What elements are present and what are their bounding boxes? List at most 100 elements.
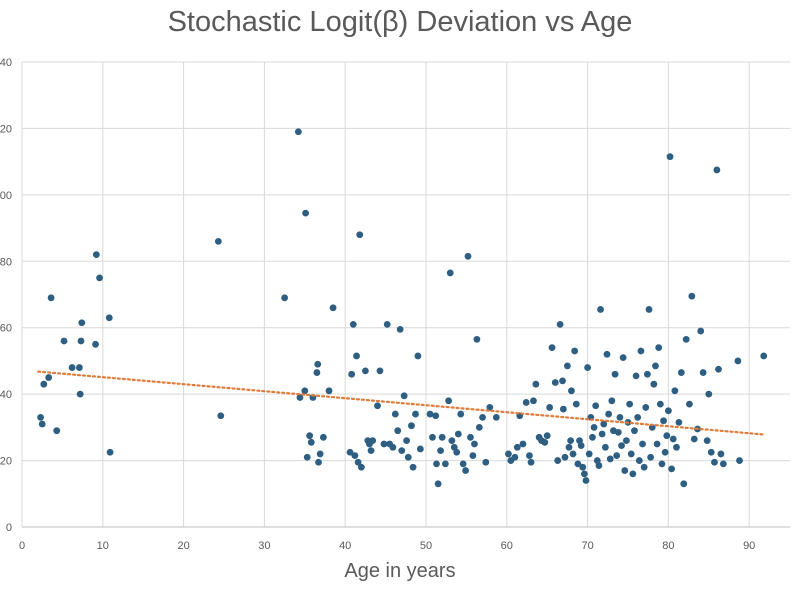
- data-point: [301, 387, 309, 395]
- data-point: [675, 418, 683, 426]
- data-point: [367, 447, 375, 455]
- data-point: [711, 458, 718, 466]
- x-axis-label: Age in years: [344, 560, 456, 582]
- data-point: [622, 437, 630, 445]
- data-point: [556, 320, 564, 328]
- data-point: [579, 463, 587, 471]
- y-tick-label: 60: [0, 323, 12, 335]
- data-point: [96, 274, 103, 282]
- data-point: [357, 463, 365, 471]
- data-point: [348, 370, 356, 378]
- data-point: [105, 314, 113, 322]
- data-point: [92, 251, 100, 259]
- data-point: [541, 438, 549, 446]
- data-point: [306, 432, 314, 440]
- x-tick-label: 90: [743, 540, 755, 552]
- x-tick-label: 40: [339, 540, 351, 552]
- data-point: [673, 443, 680, 451]
- data-point: [559, 377, 566, 385]
- data-point: [441, 460, 449, 468]
- data-point: [464, 252, 472, 260]
- data-point: [571, 347, 579, 355]
- data-point: [329, 304, 337, 312]
- data-point: [631, 427, 638, 435]
- data-point: [315, 458, 322, 466]
- y-tick-label: 140: [0, 57, 12, 69]
- data-point: [526, 452, 533, 459]
- data-points: [37, 128, 768, 488]
- x-tick-label: 20: [177, 540, 189, 552]
- data-point: [403, 437, 411, 445]
- data-point: [400, 392, 408, 400]
- x-tick-label: 60: [501, 540, 513, 552]
- data-point: [645, 306, 653, 313]
- data-point: [492, 413, 500, 421]
- x-tick-label: 0: [19, 540, 25, 552]
- data-point: [626, 400, 634, 408]
- data-point: [281, 294, 288, 302]
- data-point: [446, 269, 454, 277]
- data-point: [595, 462, 603, 469]
- y-tick-label: 120: [0, 123, 12, 135]
- data-point: [697, 327, 705, 335]
- data-point: [454, 430, 462, 438]
- data-point: [438, 433, 446, 441]
- data-point: [314, 360, 322, 368]
- data-point: [313, 369, 321, 376]
- data-point: [600, 420, 608, 428]
- data-point: [619, 354, 627, 362]
- data-point: [564, 362, 571, 370]
- data-point: [715, 365, 722, 373]
- data-point: [47, 294, 55, 302]
- data-point: [453, 448, 461, 456]
- data-point: [611, 370, 619, 378]
- data-point: [548, 344, 556, 352]
- data-point: [374, 402, 381, 410]
- data-point: [389, 443, 397, 451]
- data-point: [634, 413, 642, 421]
- data-point: [642, 404, 650, 411]
- data-point: [511, 453, 519, 461]
- data-point: [652, 362, 659, 370]
- data-point: [561, 453, 569, 461]
- data-point: [475, 423, 483, 431]
- data-point: [665, 407, 672, 415]
- data-point: [482, 458, 490, 466]
- data-point: [473, 335, 481, 343]
- data-point: [669, 435, 677, 443]
- data-point: [577, 442, 585, 450]
- data-point: [707, 448, 715, 456]
- data-point: [316, 450, 324, 458]
- data-point: [637, 347, 645, 355]
- x-tick-labels: 0 10 20 30 40 50 60 70 80 90: [19, 540, 755, 552]
- data-point: [601, 443, 609, 451]
- data-point: [682, 335, 690, 343]
- data-point: [45, 374, 53, 381]
- data-point: [462, 467, 469, 474]
- data-point: [590, 423, 598, 431]
- data-point: [582, 477, 590, 484]
- data-point: [349, 320, 357, 328]
- data-point: [717, 450, 725, 458]
- data-point: [433, 460, 440, 468]
- data-point: [448, 437, 456, 445]
- data-point: [353, 352, 360, 360]
- data-point: [655, 344, 663, 352]
- data-point: [614, 428, 622, 436]
- data-point: [632, 372, 640, 380]
- data-point: [703, 437, 711, 445]
- data-point: [568, 387, 575, 395]
- data-point: [580, 470, 588, 478]
- data-point: [505, 450, 512, 458]
- data-point: [408, 422, 415, 430]
- data-point: [412, 410, 419, 418]
- data-point: [78, 319, 86, 327]
- data-point: [362, 367, 369, 375]
- data-point: [325, 387, 333, 395]
- data-point: [76, 390, 84, 398]
- data-point: [351, 452, 359, 459]
- data-point: [660, 417, 667, 425]
- data-point: [565, 443, 573, 451]
- data-point: [60, 337, 68, 345]
